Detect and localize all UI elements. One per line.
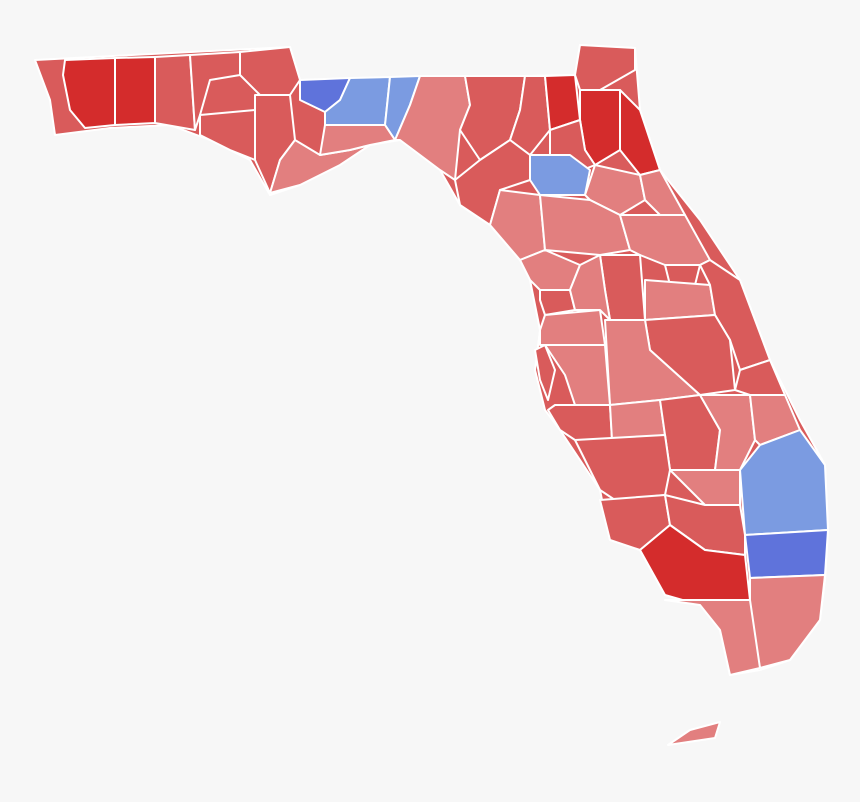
county (539, 309, 606, 346)
county (539, 289, 576, 316)
county (319, 124, 396, 156)
county (569, 254, 611, 321)
county (664, 599, 761, 676)
county (644, 279, 716, 321)
county (534, 344, 556, 401)
county (199, 109, 256, 161)
county (744, 529, 829, 579)
county (639, 524, 751, 606)
counties (34, 44, 829, 746)
county (609, 399, 666, 441)
county (114, 56, 156, 126)
county (154, 54, 196, 131)
keys (667, 721, 721, 746)
